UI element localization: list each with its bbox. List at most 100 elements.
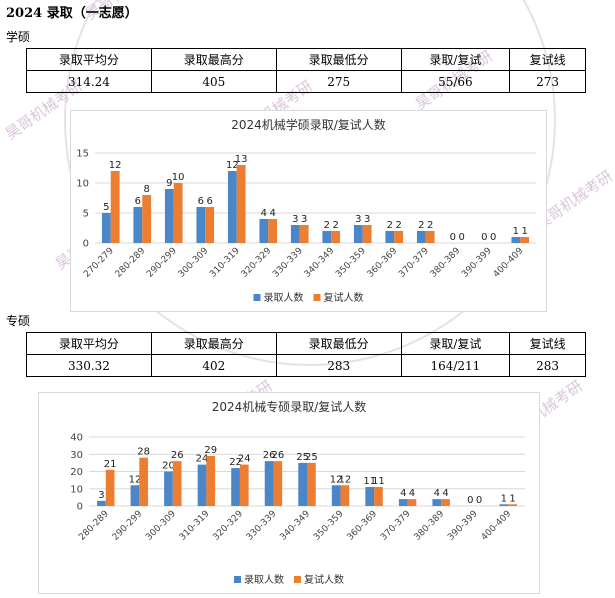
x-tick-label: 370-379 (397, 246, 431, 280)
x-tick-label: 400-409 (492, 246, 526, 280)
bar-admitted (511, 237, 521, 243)
bar-retest (173, 183, 183, 243)
bar-retest (362, 225, 372, 243)
value-cutoff: 273 (509, 70, 586, 93)
header-ratio: 录取/复试 (400, 332, 511, 355)
x-tick-label: 300-309 (177, 246, 211, 280)
data-label: 24 (196, 454, 209, 465)
data-label: 0 (476, 495, 482, 506)
header-cutoff: 复试线 (509, 48, 586, 71)
bar-retest (268, 219, 278, 243)
y-tick-label: 40 (70, 433, 83, 444)
data-label: 4 (409, 488, 415, 499)
bar-admitted (416, 231, 426, 243)
value-avg: 330.32 (26, 354, 152, 377)
data-label: 26 (171, 450, 184, 461)
legend-swatch (253, 294, 261, 301)
bar-admitted (290, 225, 300, 243)
table-header-row: 录取平均分 录取最高分 录取最低分 录取/复试 复试线 (26, 332, 586, 355)
data-label: 1 (501, 493, 507, 504)
data-label: 2 (324, 220, 330, 231)
bar-retest (239, 464, 249, 506)
x-tick-label: 400-409 (480, 509, 514, 543)
bar-retest (307, 462, 316, 506)
header-min: 录取最低分 (275, 332, 402, 355)
bar-retest (236, 165, 246, 243)
header-max: 录取最高分 (150, 48, 277, 71)
bar-retest (110, 171, 120, 243)
data-label: 3 (355, 214, 361, 225)
data-label: 0 (458, 232, 464, 243)
bar-retest (139, 457, 149, 506)
legend-label: 复试人数 (324, 291, 364, 304)
data-label: 28 (137, 447, 150, 458)
bar-retest (520, 237, 530, 243)
bar-admitted (130, 485, 140, 506)
data-label: 12 (129, 474, 142, 485)
value-ratio: 55/66 (400, 70, 511, 93)
x-tick-label: 340-349 (278, 509, 312, 543)
bar-admitted (196, 207, 206, 243)
x-tick-label: 280-289 (114, 246, 148, 280)
data-label: 10 (172, 172, 185, 183)
bar-admitted (164, 471, 173, 506)
bar-admitted (231, 468, 240, 506)
y-tick-label: 5 (83, 209, 89, 220)
zhuanshuo-stats-table: 录取平均分 录取最高分 录取最低分 录取/复试 复试线 330.32 402 2… (26, 332, 586, 377)
x-tick-label: 280-289 (77, 509, 111, 543)
zhuanshuo-chart: 2024机械专硕录取/复试人数010203040321280-289122829… (70, 399, 525, 586)
bar-admitted (259, 219, 269, 243)
data-label: 4 (434, 488, 440, 499)
legend-swatch (313, 294, 321, 301)
value-max: 405 (150, 70, 277, 93)
y-tick-label: 20 (70, 467, 83, 478)
zhuanshuo-label: 专硕 (6, 314, 31, 328)
bar-admitted (365, 487, 375, 506)
data-label: 13 (235, 154, 248, 165)
x-tick-label: 360-369 (366, 246, 400, 280)
bar-admitted (385, 231, 395, 243)
bar-admitted (197, 464, 207, 506)
table-header-row: 录取平均分 录取最高分 录取最低分 录取/复试 复试线 (26, 48, 586, 71)
bar-retest (508, 504, 517, 506)
data-label: 2 (395, 220, 401, 231)
x-tick-label: 310-319 (208, 246, 242, 280)
xueshuo-chart: 2024机械学硕录取/复试人数051015512270-27968280-289… (76, 117, 536, 304)
header-ratio: 录取/复试 (400, 48, 511, 71)
data-label: 25 (305, 452, 318, 463)
x-tick-label: 380-389 (413, 509, 447, 543)
data-label: 11 (363, 476, 376, 487)
bar-retest (394, 231, 404, 243)
zhuanshuo-chart-frame: 2024机械专硕录取/复试人数 0 10 20 30 40 3 21 280-289 12 28 29… (38, 392, 540, 594)
data-label: 9 (166, 178, 172, 189)
data-label: 2 (387, 220, 393, 231)
x-tick-label: 340-349 (303, 246, 337, 280)
chart-title: 2024机械学硕录取/复试人数 (231, 117, 386, 132)
legend-swatch (294, 576, 301, 583)
chart-title: 2024机械专硕录取/复试人数 (212, 399, 367, 414)
data-label: 2 (427, 220, 433, 231)
bar-retest (206, 455, 216, 506)
bar-admitted (164, 189, 174, 243)
data-label: 20 (162, 461, 175, 472)
data-label: 1 (513, 226, 519, 237)
x-tick-label: 330-339 (245, 509, 279, 543)
x-tick-label: 390-399 (446, 509, 480, 543)
x-tick-label: 350-359 (334, 246, 368, 280)
data-label: 4 (442, 488, 448, 499)
bar-retest (105, 469, 115, 506)
data-label: 29 (204, 445, 217, 456)
bar-retest (441, 499, 450, 506)
data-label: 0 (490, 232, 496, 243)
x-tick-label: 350-359 (312, 509, 346, 543)
bar-retest (273, 461, 283, 506)
data-label: 21 (104, 459, 117, 470)
y-tick-label: 15 (76, 149, 89, 160)
legend-swatch (234, 576, 241, 583)
bar-admitted (133, 207, 143, 243)
x-tick-label: 320-329 (211, 509, 245, 543)
data-label: 4 (269, 208, 275, 219)
y-tick-label: 0 (77, 502, 83, 513)
legend-label: 录取人数 (244, 573, 284, 586)
x-tick-label: 330-339 (271, 246, 305, 280)
